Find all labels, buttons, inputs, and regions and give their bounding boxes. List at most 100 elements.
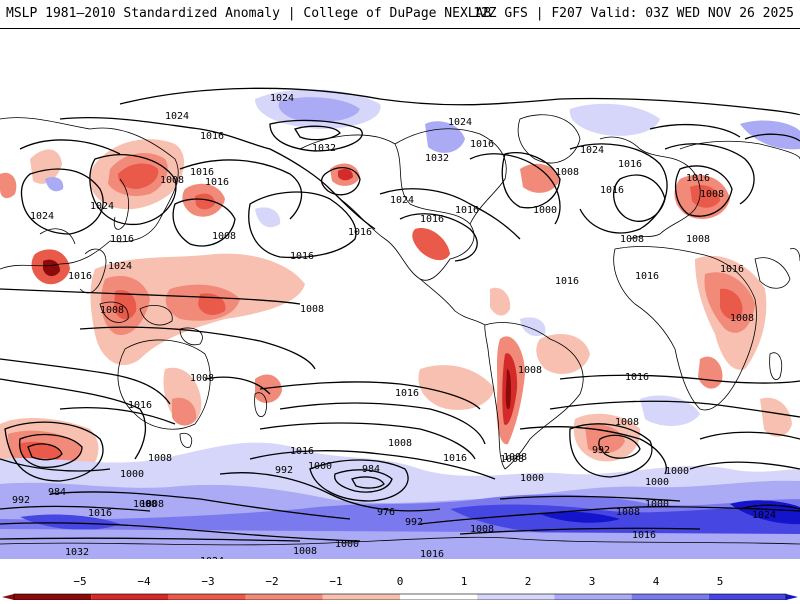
- colorbar-tick-label: 1: [461, 575, 468, 588]
- isobar-label: 1016: [618, 159, 642, 170]
- isobar-label: 1016: [470, 139, 494, 150]
- colorbar-svg: −5 −4 −3 −2 −1 0 1 2 3 4 5: [2, 575, 798, 601]
- isobar-label: 1032: [65, 547, 89, 558]
- isobar-label: 1008: [615, 417, 639, 428]
- isobar-label: 1008: [518, 365, 542, 376]
- negative-anomaly-areas: [0, 139, 792, 500]
- isobar-label: 1000: [645, 477, 669, 488]
- isobar-label: 1024: [108, 261, 132, 272]
- colorbar-segment: [708, 594, 786, 600]
- isobar-label: 1008: [148, 453, 172, 464]
- isobar-label: 1016: [443, 453, 467, 464]
- isobar-label: 1016: [348, 227, 372, 238]
- isobar-label: 1000: [335, 539, 359, 550]
- isobar-label: 1024: [270, 93, 294, 104]
- isobar-label: 1024: [580, 145, 604, 156]
- isobar-label: 1024: [165, 111, 189, 122]
- colorbar-tick-label: −1: [329, 575, 342, 588]
- isobar-label: 1016: [290, 251, 314, 262]
- isobars: [0, 87, 800, 542]
- colorbar-tick-label: −2: [265, 575, 278, 588]
- isobar-label: 1016: [455, 205, 479, 216]
- isobar-label: 1024: [30, 211, 54, 222]
- colorbar-segments: [2, 593, 798, 601]
- colorbar-tick-label: 2: [525, 575, 532, 588]
- isobar-label: 1024: [752, 510, 776, 521]
- isobar-label: 1016: [600, 185, 624, 196]
- isobar-label: 1008: [620, 234, 644, 245]
- isobar-label: 1016: [635, 271, 659, 282]
- isobar-label: 1016: [190, 167, 214, 178]
- model-run-info: 12Z GFS | F207 Valid: 03Z WED NOV 26 202…: [473, 6, 794, 21]
- isobar-label: 1008: [700, 189, 724, 200]
- isobar-label: 1008: [140, 499, 164, 510]
- isobar-label: 1024: [90, 201, 114, 212]
- isobar-label: 992: [12, 495, 30, 506]
- isobar-label: 1016: [88, 508, 112, 519]
- isobar-label: 1016: [128, 400, 152, 411]
- isobar-label: 1024: [200, 556, 224, 559]
- isobar-label: 1000: [308, 461, 332, 472]
- isobar-label: 1008: [616, 507, 640, 518]
- colorbar-max-extend: [786, 594, 798, 600]
- isobar-label: 1000: [645, 499, 669, 510]
- isobar-label: 1008: [730, 313, 754, 324]
- isobar-label: 1000: [665, 466, 689, 477]
- isobar-label: 1008: [555, 167, 579, 178]
- colorbar-legend: −5 −4 −3 −2 −1 0 1 2 3 4 5: [0, 570, 800, 601]
- colorbar-tick-label: 4: [653, 575, 660, 588]
- isobar-label: 1008: [388, 438, 412, 449]
- isobar-label: 1000: [520, 473, 544, 484]
- colorbar-segment: [631, 594, 709, 600]
- isobar-label: 1008: [293, 546, 317, 557]
- isobar-label: 984: [48, 487, 66, 498]
- colorbar-segment: [554, 594, 632, 600]
- anomaly-map: 1024 1024 1016 1032 1024 1016 1032 1008 …: [0, 29, 800, 567]
- isobar-label: 1016: [290, 446, 314, 457]
- isobar-label: 1016: [395, 388, 419, 399]
- positive-anomaly-areas: [0, 89, 800, 559]
- isobar-label: 1016: [686, 173, 710, 184]
- map-title: MSLP 1981–2010 Standardized Anomaly | Co…: [6, 6, 492, 21]
- isobar-label: 1016: [555, 276, 579, 287]
- colorbar-segment: [168, 594, 246, 600]
- title-bar: MSLP 1981–2010 Standardized Anomaly | Co…: [0, 0, 800, 28]
- isobar-label: 1000: [120, 469, 144, 480]
- colorbar-tick-label: −5: [73, 575, 86, 588]
- isobar-label: 1008: [160, 175, 184, 186]
- isobar-label: 1008: [500, 454, 524, 465]
- colorbar-tick-label: 0: [397, 575, 404, 588]
- isobar-label: 1008: [212, 231, 236, 242]
- colorbar-segment: [477, 594, 555, 600]
- isobar-label: 1008: [133, 499, 157, 510]
- coastlines: [0, 114, 800, 546]
- isobar-label: 976: [377, 507, 395, 518]
- colorbar-segment: [14, 594, 92, 600]
- isobar-label: 1016: [420, 214, 444, 225]
- isobar-label: 992: [405, 517, 423, 528]
- colorbar-segment: [91, 594, 169, 600]
- isobar-label: 1016: [110, 234, 134, 245]
- isobar-label: 1024: [390, 195, 414, 206]
- isobar-label: 984: [362, 464, 380, 475]
- isobar-label: 1032: [425, 153, 449, 164]
- isobar-label: 1016: [632, 530, 656, 541]
- colorbar-tick-label: 3: [589, 575, 596, 588]
- isobar-label: 1008: [686, 234, 710, 245]
- colorbar-tick-label: −4: [137, 575, 151, 588]
- isobar-label: 1016: [200, 131, 224, 142]
- isobar-label: 1032: [312, 143, 336, 154]
- isobar-label: 1016: [68, 271, 92, 282]
- isobar-label: 1008: [300, 304, 324, 315]
- colorbar-tick-label: −3: [201, 575, 214, 588]
- colorbar-segment: [322, 594, 400, 600]
- isobar-label: 1016: [625, 372, 649, 383]
- colorbar-segment: [245, 594, 323, 600]
- colorbar-min-extend: [2, 594, 14, 600]
- isobar-label: 992: [275, 465, 293, 476]
- colorbar-tick-label: 5: [717, 575, 724, 588]
- colorbar-segment: [400, 594, 478, 600]
- isobar-label: 1016: [205, 177, 229, 188]
- isobar-label: 1016: [420, 549, 444, 559]
- colorbar-ticks: −5 −4 −3 −2 −1 0 1 2 3 4 5: [73, 575, 723, 588]
